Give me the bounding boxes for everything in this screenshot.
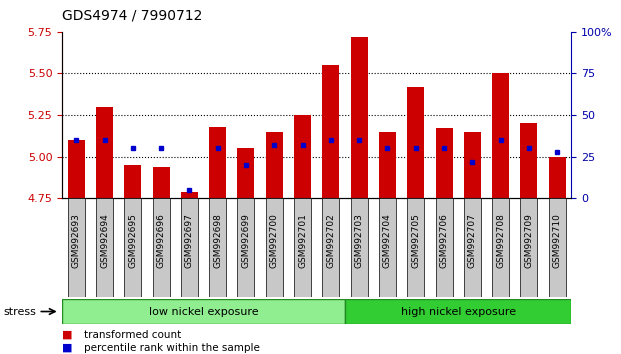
Text: stress: stress [3, 307, 36, 316]
Bar [237, 148, 255, 198]
Text: GSM992699: GSM992699 [242, 213, 250, 268]
Text: high nickel exposure: high nickel exposure [401, 307, 515, 316]
Bar [464, 132, 481, 198]
Text: ■: ■ [62, 330, 73, 339]
FancyBboxPatch shape [124, 198, 142, 297]
FancyBboxPatch shape [520, 198, 537, 297]
Text: GSM992710: GSM992710 [553, 213, 561, 268]
FancyBboxPatch shape [181, 198, 198, 297]
FancyBboxPatch shape [322, 198, 339, 297]
Bar [520, 123, 537, 198]
Text: GSM992700: GSM992700 [270, 213, 279, 268]
FancyBboxPatch shape [294, 198, 311, 297]
Bar [322, 65, 339, 198]
Text: percentile rank within the sample: percentile rank within the sample [84, 343, 260, 353]
Text: GSM992693: GSM992693 [72, 213, 81, 268]
FancyBboxPatch shape [435, 198, 453, 297]
FancyBboxPatch shape [407, 198, 424, 297]
Text: low nickel exposure: low nickel exposure [149, 307, 258, 316]
Text: GSM992701: GSM992701 [298, 213, 307, 268]
FancyBboxPatch shape [379, 198, 396, 297]
Bar [68, 140, 84, 198]
Text: GSM992696: GSM992696 [156, 213, 166, 268]
Bar [153, 167, 170, 198]
FancyBboxPatch shape [492, 198, 509, 297]
Bar [209, 127, 226, 198]
FancyBboxPatch shape [96, 198, 113, 297]
Bar [379, 132, 396, 198]
Text: GDS4974 / 7990712: GDS4974 / 7990712 [62, 9, 202, 23]
Text: GSM992704: GSM992704 [383, 213, 392, 268]
FancyBboxPatch shape [464, 198, 481, 297]
Text: GSM992707: GSM992707 [468, 213, 477, 268]
FancyBboxPatch shape [237, 198, 255, 297]
Bar [124, 165, 142, 198]
FancyBboxPatch shape [209, 198, 226, 297]
Bar [549, 156, 566, 198]
Bar [181, 192, 198, 198]
Bar [266, 132, 283, 198]
Bar [492, 74, 509, 198]
FancyBboxPatch shape [351, 198, 368, 297]
Bar [351, 37, 368, 198]
FancyBboxPatch shape [266, 198, 283, 297]
Text: transformed count: transformed count [84, 330, 181, 339]
Text: GSM992706: GSM992706 [440, 213, 448, 268]
Text: GSM992698: GSM992698 [213, 213, 222, 268]
Text: GSM992709: GSM992709 [524, 213, 533, 268]
Text: GSM992703: GSM992703 [355, 213, 364, 268]
FancyBboxPatch shape [153, 198, 170, 297]
Text: GSM992694: GSM992694 [100, 213, 109, 268]
Bar [407, 87, 424, 198]
FancyBboxPatch shape [549, 198, 566, 297]
FancyBboxPatch shape [62, 299, 345, 324]
Text: GSM992708: GSM992708 [496, 213, 505, 268]
Text: GSM992702: GSM992702 [327, 213, 335, 268]
Bar [96, 107, 113, 198]
Text: ■: ■ [62, 343, 73, 353]
Text: GSM992697: GSM992697 [185, 213, 194, 268]
FancyBboxPatch shape [68, 198, 84, 297]
Text: GSM992695: GSM992695 [129, 213, 137, 268]
FancyBboxPatch shape [345, 299, 571, 324]
Text: GSM992705: GSM992705 [411, 213, 420, 268]
Bar [294, 115, 311, 198]
Bar [435, 129, 453, 198]
